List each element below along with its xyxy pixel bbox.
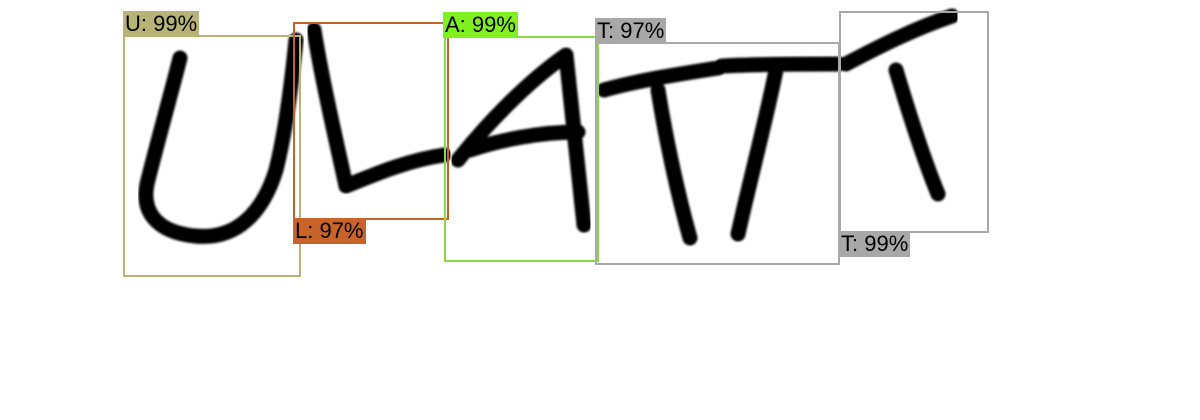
handwritten-letter-t-second: [714, 56, 846, 242]
detection-box-l: [293, 22, 449, 220]
detection-box-a: [444, 36, 599, 262]
detection-box-t-second: [839, 11, 989, 233]
detection-box-u: [123, 35, 301, 277]
detection-label-t-first: T: 97%: [595, 18, 667, 44]
handwritten-letter-a: [450, 47, 592, 233]
handwritten-letter-t-third: [838, 8, 960, 202]
handwritten-letter-t-first: [596, 60, 726, 246]
detection-box-t-first: [595, 42, 840, 265]
detection-label-a: A: 99%: [443, 12, 518, 38]
detection-label-l: L: 97%: [293, 218, 366, 244]
detection-label-u: U: 99%: [123, 11, 200, 37]
handwritten-letter-l: [306, 22, 452, 194]
detection-label-t-second: T: 99%: [839, 231, 911, 257]
handwritten-letter-u: [138, 32, 304, 244]
